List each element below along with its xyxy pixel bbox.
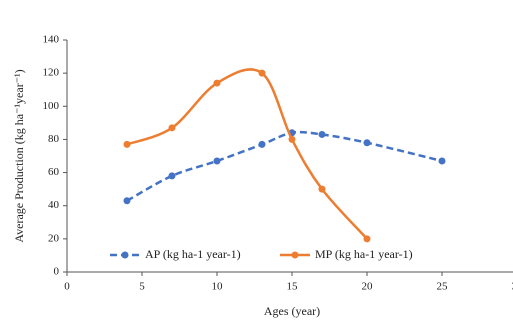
point bbox=[318, 185, 326, 193]
x-tick-label: 20 bbox=[362, 281, 374, 293]
point bbox=[168, 172, 176, 180]
point bbox=[318, 130, 326, 138]
y-tick-label: 100 bbox=[43, 100, 60, 112]
series-line bbox=[126, 130, 443, 202]
x-tick-label: 5 bbox=[139, 281, 145, 293]
point bbox=[168, 124, 176, 132]
x-tick-label: 30 bbox=[512, 281, 513, 293]
point bbox=[123, 140, 131, 148]
point bbox=[123, 197, 131, 205]
y-tick-label: 0 bbox=[54, 266, 60, 278]
point bbox=[213, 79, 221, 87]
x-tick-label: 15 bbox=[287, 281, 299, 293]
y-tick-label: 60 bbox=[48, 166, 60, 178]
series-line bbox=[126, 68, 368, 240]
point bbox=[438, 157, 446, 165]
x-tick-label: 10 bbox=[212, 281, 224, 293]
y-tick-label: 120 bbox=[43, 67, 60, 79]
point bbox=[288, 135, 296, 143]
x-axis-label: Ages (year) bbox=[264, 304, 320, 318]
y-tick-label: 140 bbox=[43, 34, 60, 46]
point bbox=[213, 157, 221, 165]
point bbox=[258, 69, 266, 77]
point bbox=[363, 235, 371, 243]
y-tick-label: 40 bbox=[48, 199, 60, 211]
y-tick-label: 80 bbox=[48, 133, 60, 145]
x-tick-label: 0 bbox=[64, 281, 70, 293]
point bbox=[363, 139, 371, 147]
legend-marker bbox=[121, 251, 129, 259]
point bbox=[258, 140, 266, 148]
y-tick-label: 20 bbox=[48, 232, 60, 244]
legend-label: MP (kg ha-1 year-1) bbox=[315, 247, 413, 261]
legend-label: AP (kg ha-1 year-1) bbox=[145, 247, 241, 261]
legend-marker bbox=[291, 251, 299, 259]
y-axis-label: Average Production (kg ha⁻¹year⁻¹) bbox=[12, 69, 26, 242]
x-tick-label: 25 bbox=[437, 281, 449, 293]
